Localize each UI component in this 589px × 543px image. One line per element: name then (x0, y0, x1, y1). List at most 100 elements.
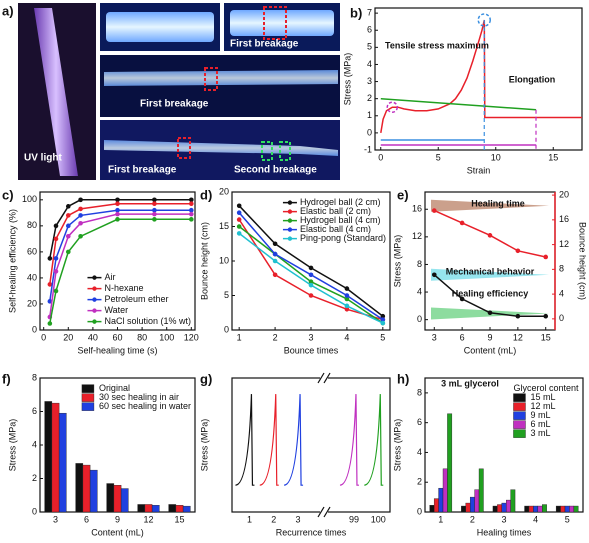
bar (144, 504, 153, 513)
bar (560, 505, 566, 513)
x-tick-label: 80 (137, 332, 147, 342)
x-tick-label: 3 (53, 514, 58, 524)
data-point (236, 210, 242, 215)
bar (555, 505, 561, 513)
y-tick-label: 0 (32, 324, 37, 334)
stress-cycle (235, 394, 255, 486)
y-tick-label: 4 (417, 286, 422, 296)
x-tick-label: 1 (438, 514, 443, 524)
y-axis-label: Stress (MPa) (342, 53, 352, 106)
panel-label: d) (200, 187, 212, 202)
highlight (477, 13, 491, 27)
bar (438, 487, 444, 513)
chart-panel: f) Content (mL) Stress (MPa) 0 2 4 6 8 3 6 9 12 15 Or… (2, 371, 196, 537)
data-point (308, 265, 314, 271)
data-point (65, 233, 71, 239)
data-point (272, 272, 278, 278)
data-point (308, 279, 314, 285)
data-point (431, 208, 437, 213)
data-point (308, 293, 314, 298)
x-tick-label: 20 (63, 332, 73, 342)
y-tick-label: 4 (367, 59, 372, 69)
y2-tick-label: 0 (559, 313, 564, 323)
y-tick-label: 20 (219, 186, 229, 196)
x-axis-label: Content (mL) (464, 345, 517, 355)
legend-swatch (81, 402, 95, 411)
y-tick-label: 8 (32, 372, 37, 382)
legend-swatch (81, 393, 95, 402)
legend-label: Water (104, 305, 128, 315)
bar (106, 483, 115, 513)
y-tick-label: 6 (417, 417, 422, 427)
bar (429, 505, 435, 513)
data-point (344, 307, 350, 312)
x-tick-label: 9 (487, 332, 492, 342)
x-tick-label: 0 (378, 152, 383, 162)
x-tick-label: 60 (112, 332, 122, 342)
legend-label: Elastic ball (2 cm) (300, 206, 371, 216)
axis-break-gap (320, 374, 329, 382)
data-point (47, 321, 53, 326)
y2-tick-label: 16 (559, 214, 569, 224)
data-point (78, 233, 83, 239)
x-axis-label: Self-healing time (s) (77, 345, 157, 355)
legend-swatch (513, 411, 526, 420)
plot-frame (374, 7, 583, 151)
breakage-box (204, 67, 218, 91)
y-axis-label: Self-healing efficiency (%) (7, 209, 17, 313)
bar (137, 504, 146, 513)
photo-sample (106, 12, 214, 42)
legend-label: Petroleum ether (104, 294, 168, 304)
data-point (47, 282, 53, 287)
bar (168, 504, 177, 513)
x-tick-label: 120 (184, 332, 199, 342)
bar (469, 496, 475, 513)
bar (542, 504, 547, 513)
panel-label: a) (2, 3, 14, 18)
data-point (344, 303, 350, 309)
y2-axis-label: Bounce height (cm) (578, 222, 588, 300)
x-tick-label: 2 (271, 514, 276, 524)
annotation: 3 mL glycerol (441, 378, 499, 388)
y-tick-label: 0 (417, 314, 422, 324)
x-axis-label: Content (mL) (91, 527, 144, 537)
legend-swatch (513, 393, 526, 402)
legend-title: Glycerol content (513, 383, 579, 393)
data-point (53, 269, 59, 274)
axis-break (323, 372, 331, 384)
x-axis-label: Recurrence times (276, 527, 347, 537)
x-tick-label: 12 (143, 514, 153, 524)
trend-wedge (431, 268, 549, 281)
x-tick-label: 10 (491, 152, 501, 162)
legend-label: 3 mL (530, 428, 550, 438)
legend-marker (92, 319, 97, 324)
legend-label: 9 mL (530, 410, 550, 420)
data-point (78, 220, 83, 226)
y-tick-label: 2 (417, 477, 422, 487)
y-axis-label: Stress (MPa) (392, 235, 402, 288)
data-point (78, 206, 83, 212)
series-line (49, 202, 192, 285)
legend-marker (92, 308, 97, 313)
photo (100, 55, 340, 117)
legend-label: Air (104, 272, 115, 282)
data-point (152, 207, 157, 213)
y-tick-label: 80 (27, 220, 37, 230)
legend-marker (287, 218, 293, 223)
data-point (344, 293, 350, 298)
data-point (115, 217, 120, 222)
data-point (47, 299, 53, 304)
legend-marker (92, 286, 97, 291)
x-tick-label: 3 (308, 332, 313, 342)
data-point (115, 207, 120, 213)
data-point (308, 282, 314, 288)
y-tick-label: 8 (417, 259, 422, 269)
annotation: Mechanical behavior (446, 266, 535, 276)
y-tick-label: 7 (367, 8, 372, 18)
data-point (152, 217, 157, 222)
y-tick-label: 20 (27, 298, 37, 308)
legend-label: 12 mL (530, 401, 555, 411)
y-tick-label: 15 (219, 221, 229, 231)
bar (89, 469, 98, 513)
